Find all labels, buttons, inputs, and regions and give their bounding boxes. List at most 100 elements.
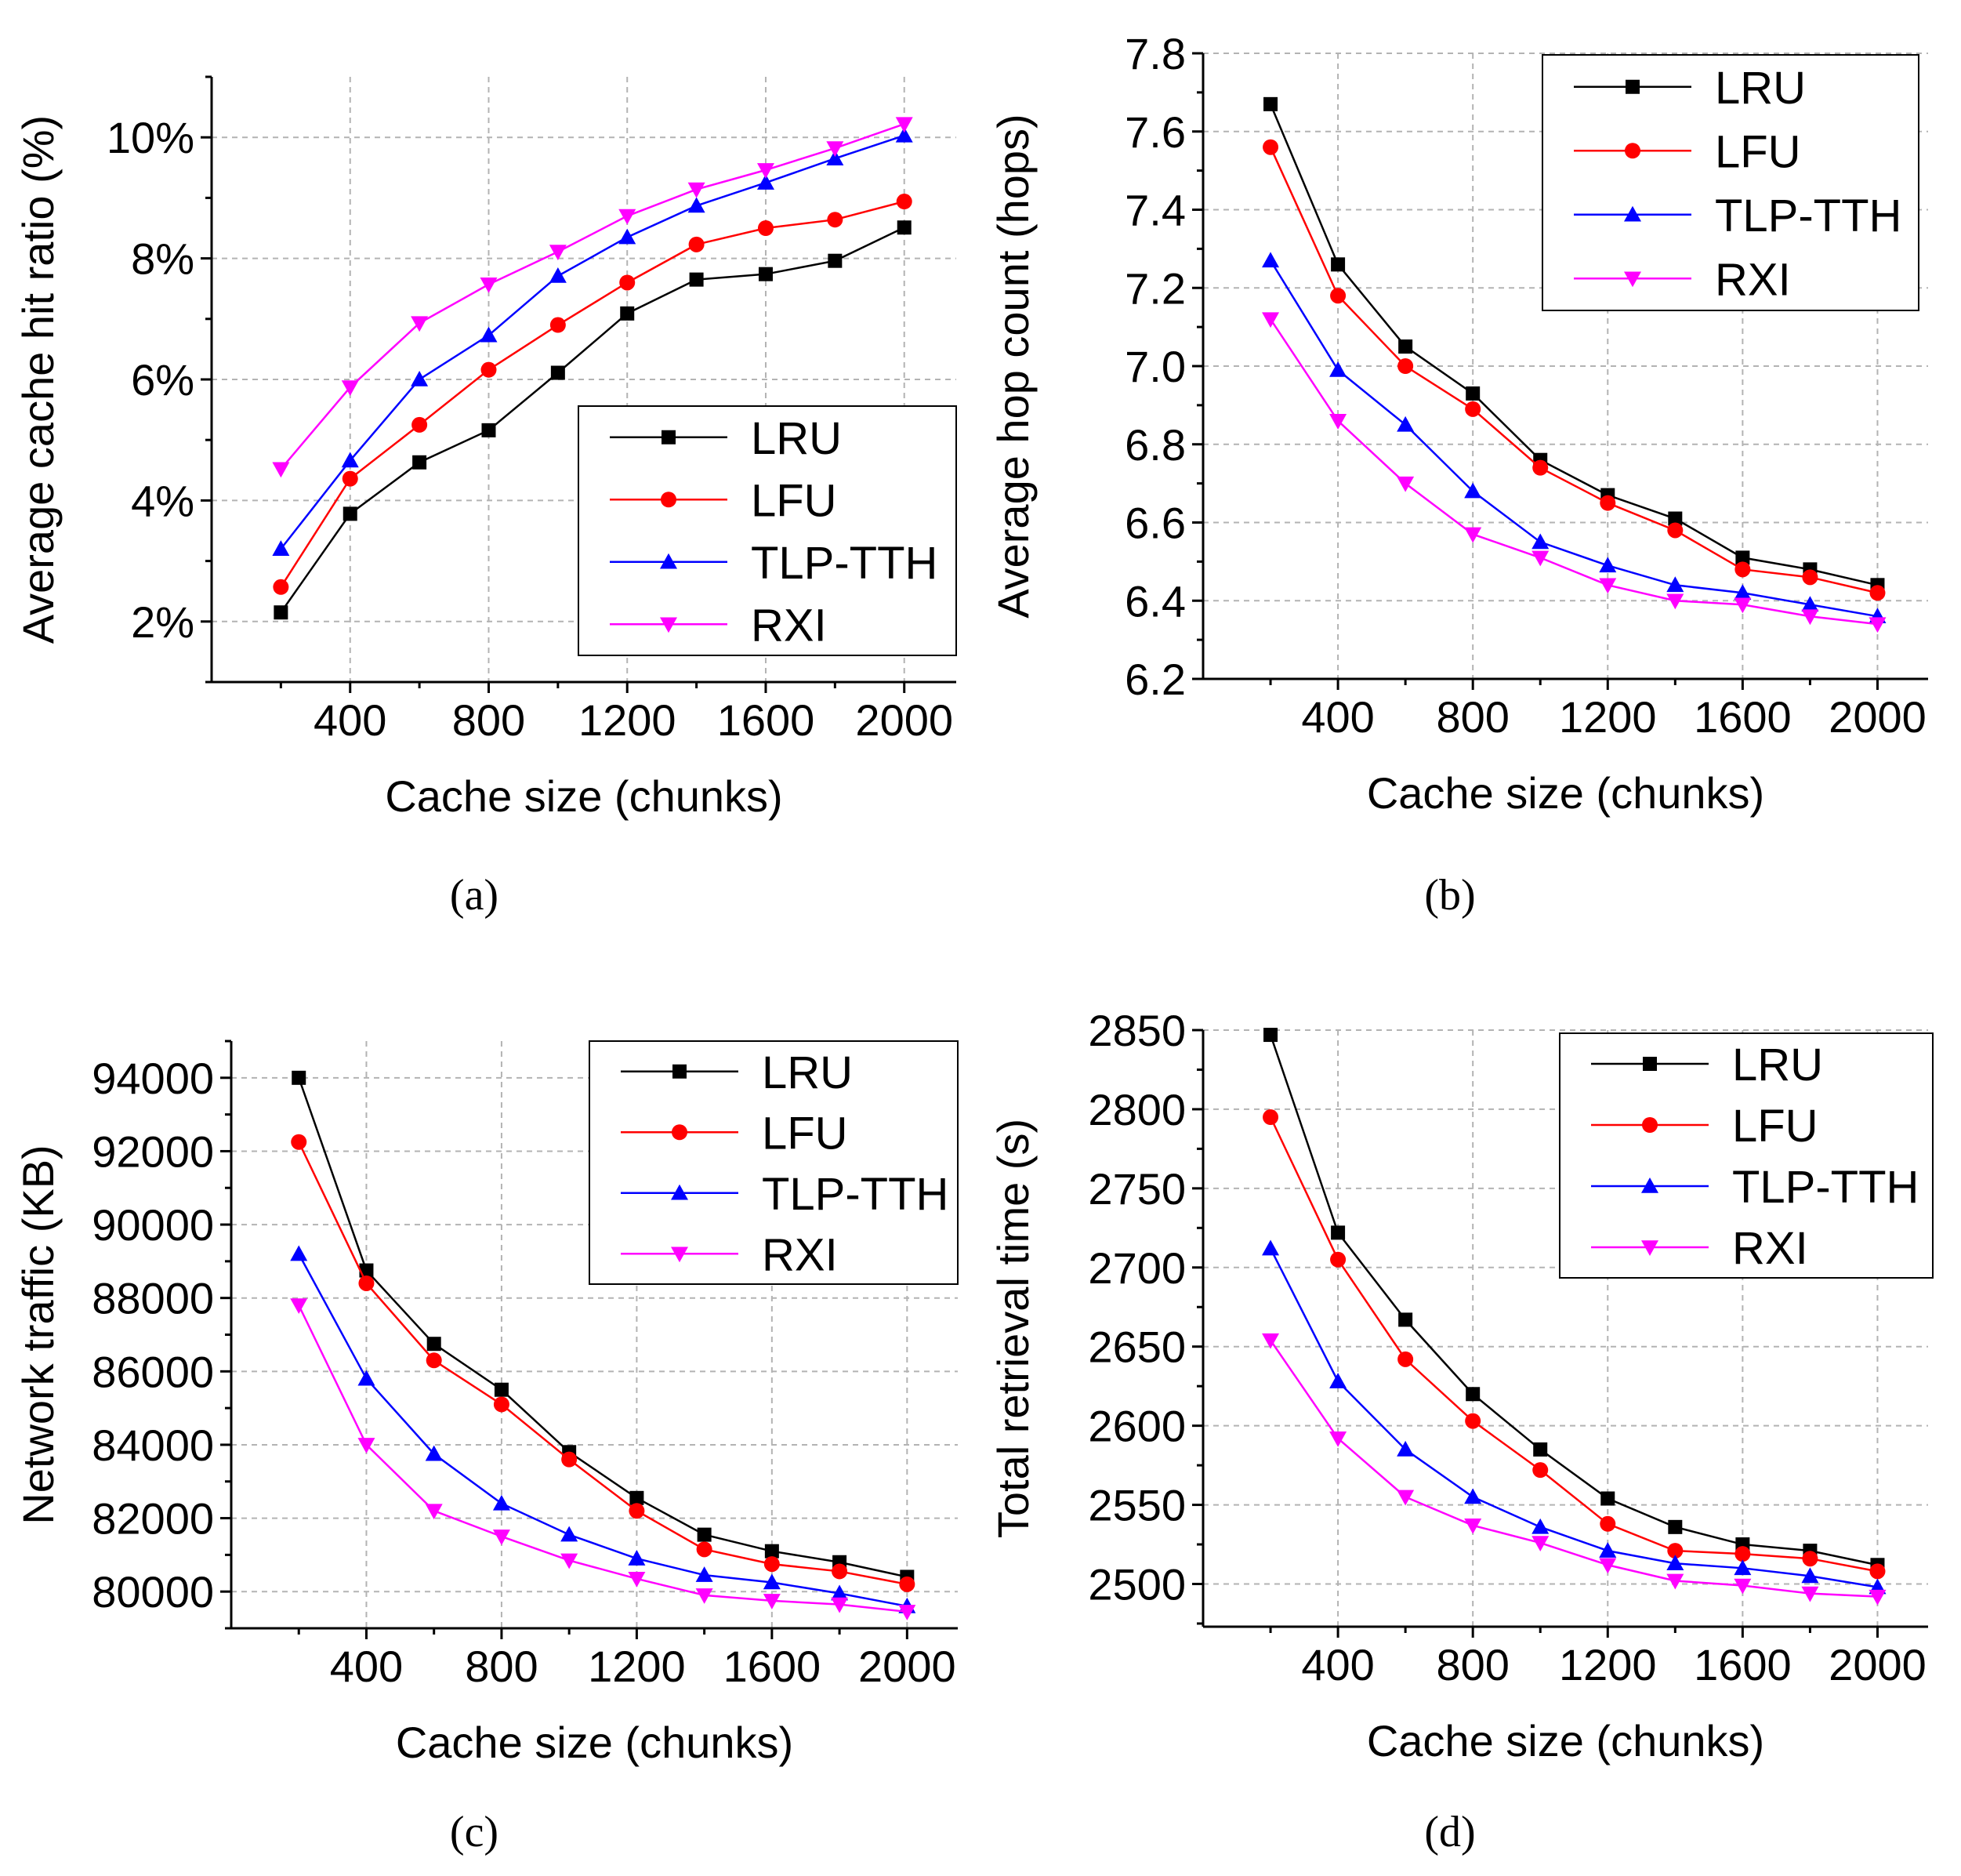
data-point-rxi: [1666, 593, 1684, 610]
data-point-rxi: [549, 245, 567, 261]
x-axis-label: Cache size (chunks): [396, 1718, 793, 1767]
legend-label: LFU: [1732, 1101, 1818, 1152]
data-point-lru: [1263, 1028, 1278, 1043]
legend-label: LRU: [751, 413, 842, 464]
data-point-rxi: [756, 163, 774, 179]
data-point-tlp-tth: [895, 126, 913, 143]
x-axis-label: Cache size (chunks): [1367, 1716, 1764, 1765]
data-point-lru: [1668, 1519, 1683, 1534]
data-point-lfu: [1667, 1543, 1684, 1559]
series-line-rxi: [1270, 1339, 1878, 1598]
y-tick-label: 6.6: [1125, 499, 1186, 548]
y-tick-label: 6.2: [1125, 655, 1186, 704]
x-tick-label: 1600: [723, 1642, 821, 1691]
data-point-lfu: [629, 1503, 645, 1519]
series-line-rxi: [298, 1304, 908, 1613]
data-point-rxi: [480, 277, 498, 293]
legend-marker: [1624, 205, 1641, 222]
data-point-lru: [1331, 257, 1346, 272]
legend-marker: [1641, 1240, 1658, 1256]
data-point-tlp-tth: [492, 1494, 510, 1511]
legend-label: RXI: [1715, 254, 1791, 305]
x-tick-label: 400: [1301, 1640, 1374, 1689]
legend-marker: [672, 1064, 687, 1079]
data-point-lfu: [763, 1556, 780, 1573]
legend-label: LFU: [762, 1108, 848, 1159]
data-point-lfu: [757, 220, 774, 236]
x-axis-label: Cache size (chunks): [385, 771, 782, 821]
data-point-rxi: [763, 1594, 781, 1609]
x-tick-label: 400: [330, 1642, 403, 1691]
chart-panel-a: 400 800 1200 1600 2000 2% 4% 6% 8% 10% Cache size …: [13, 75, 957, 920]
data-point-rxi: [1464, 527, 1482, 543]
data-point-lfu: [1734, 561, 1751, 578]
legend-marker: [1641, 1177, 1658, 1193]
chart-panel-d: 400 800 1200 1600 2000 2500 2550 2600 2650 2700 27…: [988, 1006, 1934, 1856]
legend-marker: [671, 1246, 688, 1263]
data-point-rxi: [1464, 1519, 1482, 1534]
data-point-lfu: [1802, 569, 1818, 586]
y-axis-label: Network traffic (KB): [13, 1145, 63, 1524]
legend-label: TLP-TTH: [751, 538, 937, 589]
legend-marker: [661, 492, 676, 508]
data-point-tlp-tth: [1801, 596, 1819, 612]
data-point-lru: [481, 423, 496, 437]
data-point-lfu: [1263, 139, 1279, 155]
data-point-lru: [620, 306, 635, 321]
data-point-rxi: [1869, 1589, 1887, 1606]
data-point-rxi: [1869, 617, 1887, 633]
series-line-lru: [1269, 103, 1878, 586]
y-tick-label: 7.2: [1125, 263, 1186, 313]
data-point-tlp-tth: [1464, 1488, 1482, 1504]
data-point-tlp-tth: [272, 540, 290, 556]
data-point-lru: [897, 220, 912, 235]
data-point-tlp-tth: [1464, 482, 1482, 499]
data-point-tlp-tth: [1397, 415, 1415, 432]
data-point-rxi: [290, 1298, 308, 1315]
data-point-lru: [758, 267, 773, 281]
legend-box: [1559, 1032, 1934, 1279]
legend-label: RXI: [1732, 1223, 1808, 1274]
data-point-lfu: [291, 1134, 307, 1150]
legend-label: TLP-TTH: [762, 1169, 948, 1220]
data-point-rxi: [687, 182, 705, 198]
data-point-tlp-tth: [1734, 584, 1752, 601]
data-point-lfu: [619, 274, 636, 291]
data-point-rxi: [1801, 609, 1819, 626]
data-point-tlp-tth: [411, 371, 429, 386]
data-point-lfu: [358, 1275, 375, 1291]
data-point-rxi: [628, 1572, 646, 1588]
y-tick-label: 2600: [1088, 1402, 1186, 1451]
data-point-lfu: [1465, 1413, 1481, 1429]
data-point-lfu: [899, 1576, 915, 1592]
panel-caption: (d): [1424, 1808, 1475, 1856]
data-point-lfu: [1600, 1515, 1616, 1532]
y-tick-label: 92000: [92, 1127, 214, 1176]
data-point-lru: [1668, 511, 1683, 526]
legend-marker: [660, 553, 677, 569]
legend-label: TLP-TTH: [1732, 1162, 1919, 1213]
legend-label: LFU: [1715, 126, 1801, 177]
data-point-lfu: [832, 1563, 848, 1580]
data-point-lfu: [342, 470, 358, 487]
data-point-lru: [697, 1527, 712, 1542]
data-point-tlp-tth: [826, 150, 844, 166]
y-tick-label: 82000: [92, 1494, 214, 1544]
data-point-lfu: [561, 1451, 578, 1468]
y-tick-label: 86000: [92, 1347, 214, 1396]
data-point-lru: [550, 365, 565, 380]
data-point-lfu: [1869, 585, 1886, 601]
x-tick-label: 1200: [578, 695, 676, 745]
data-point-rxi: [895, 117, 913, 133]
y-tick-label: 2800: [1088, 1085, 1186, 1134]
legend-label: RXI: [762, 1229, 838, 1280]
y-tick-label: 7.4: [1125, 186, 1186, 235]
series-line-tlp-tth: [280, 134, 905, 550]
data-point-lfu: [1397, 1351, 1414, 1367]
data-point-tlp-tth: [1329, 1373, 1347, 1388]
data-point-lfu: [1397, 358, 1414, 374]
data-point-tlp-tth: [290, 1245, 308, 1261]
x-tick-label: 2000: [1829, 692, 1927, 742]
data-point-lfu: [696, 1541, 712, 1558]
y-axis-label: Average hop count (hops): [988, 114, 1038, 618]
